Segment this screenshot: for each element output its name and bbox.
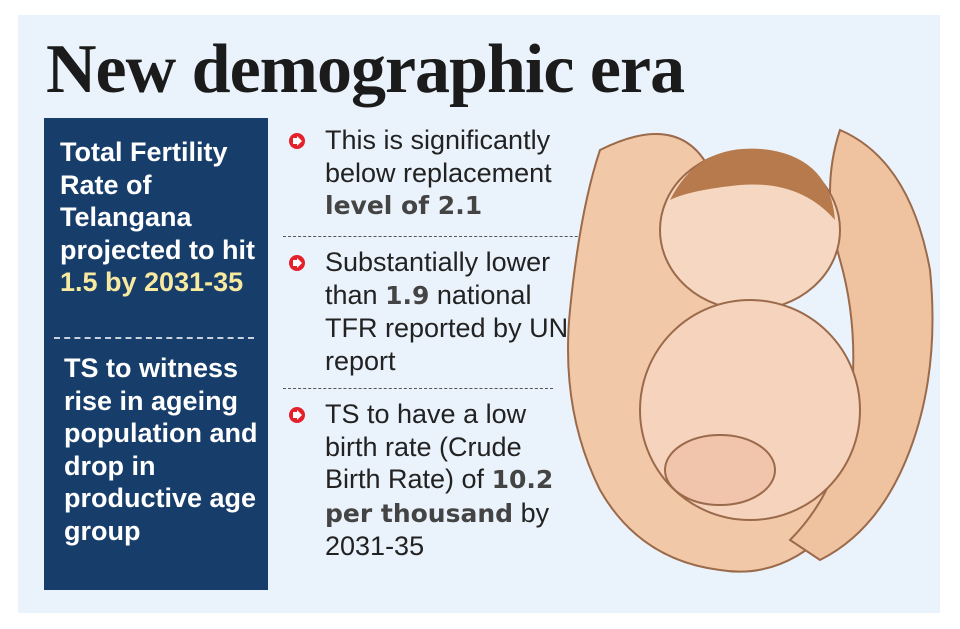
summary-ageing: TS to witness rise in ageing population …: [64, 353, 258, 546]
bullet-text: by 2031-35: [325, 497, 550, 562]
right-hand: [788, 128, 934, 562]
baby-hair: [670, 148, 835, 220]
summary-text: Total Fertility Rate of Telangana projec…: [60, 137, 255, 265]
arrow-circle-right-icon: [289, 255, 305, 271]
summary-highlight: 1.5 by 2031-35: [60, 267, 244, 297]
bullet-text: national TFR reported by UN report: [325, 279, 569, 376]
summary-box: Total Fertility Rate of Telangana projec…: [44, 118, 268, 590]
page-title: New demographic era: [46, 31, 685, 108]
divider: [283, 388, 553, 389]
bullet-bold: level of 2.1: [325, 191, 483, 220]
bullet-bold: 10.2 per thousand: [325, 465, 554, 528]
baby-foot: [664, 434, 776, 506]
arrow-circle-right-icon: [289, 407, 305, 423]
bullet-text: Substantially lower than: [325, 247, 551, 310]
bullet-text: TS to have a low birth rate (Crude Birth…: [325, 399, 527, 494]
arrow-circle-right-icon: [289, 133, 305, 149]
divider: [54, 337, 254, 339]
bullet-bold: 1.9: [385, 280, 430, 310]
summary-fertility: Total Fertility Rate of Telangana projec…: [60, 136, 260, 299]
divider: [283, 236, 623, 237]
baby-in-hands-illustration: [567, 128, 934, 573]
bullet-text: This is significantly below replacement: [325, 125, 552, 188]
